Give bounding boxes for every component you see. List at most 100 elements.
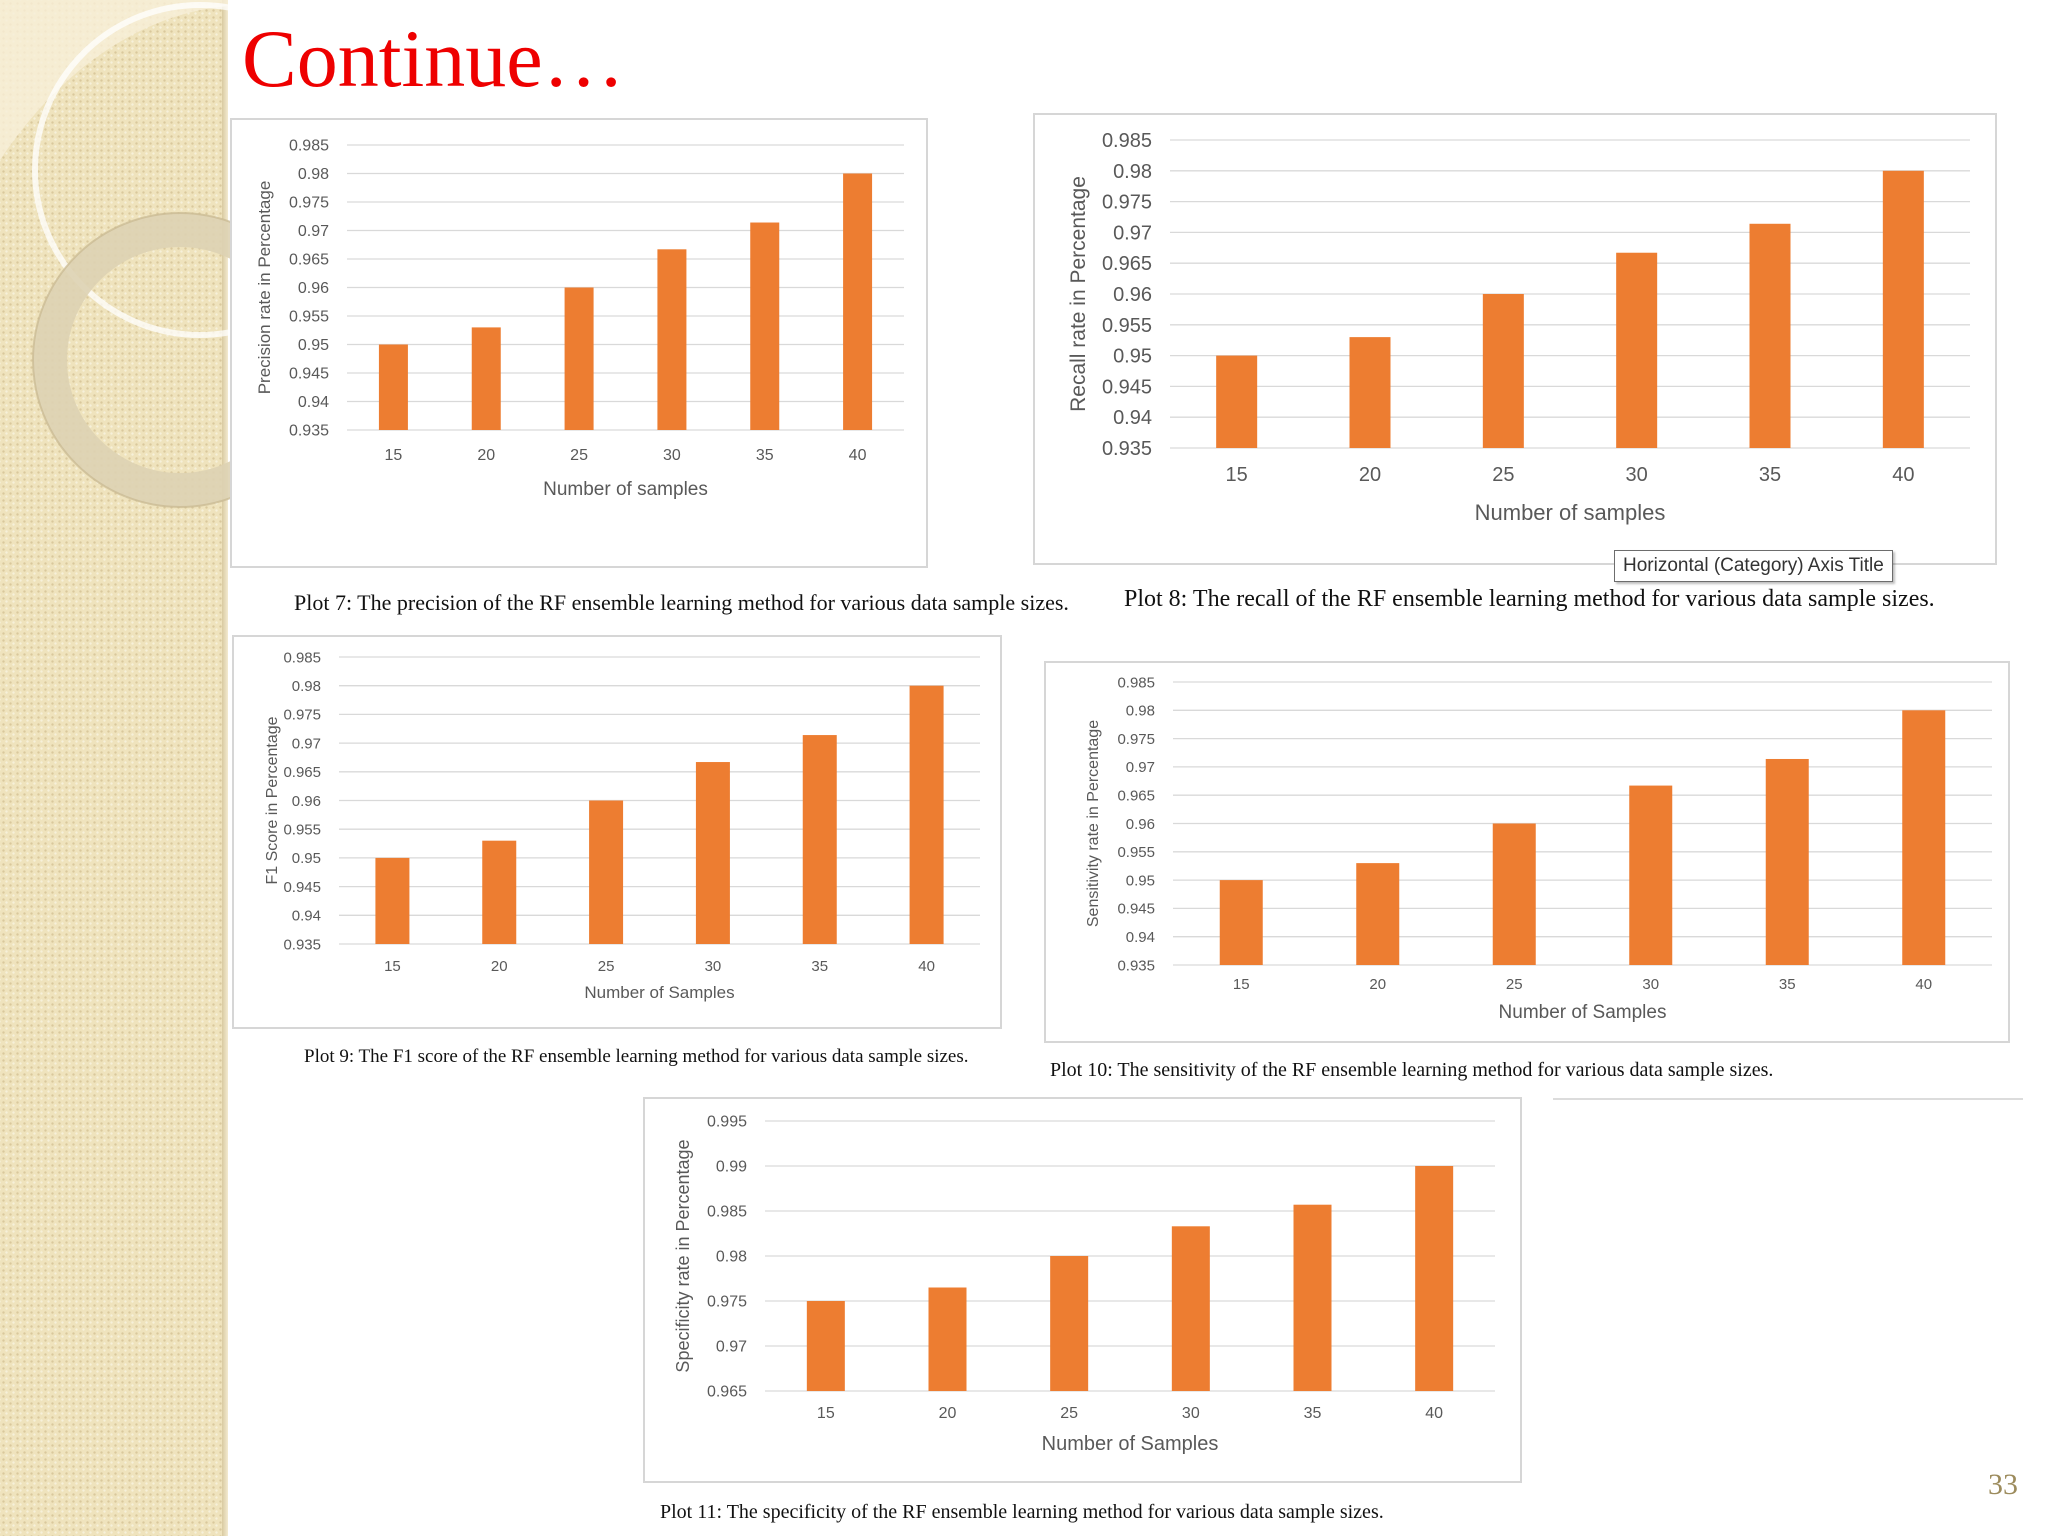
plot8-y-tick-label: 0.945 xyxy=(1102,376,1152,398)
plot10-y-tick-label: 0.96 xyxy=(1126,816,1155,833)
plot10-x-tick-label: 35 xyxy=(1779,976,1796,993)
plot10-bar-15 xyxy=(1219,880,1263,965)
plot11-x-tick-label: 25 xyxy=(1060,1405,1078,1422)
plot8-x-tick-label: 15 xyxy=(1226,464,1248,486)
plot10-y-tick-label: 0.955 xyxy=(1117,844,1155,861)
plot10-bar-35 xyxy=(1765,758,1809,965)
decorative-rings xyxy=(0,0,300,508)
plot11-x-tick-label: 30 xyxy=(1182,1405,1200,1422)
plot7-bar-40 xyxy=(843,173,873,430)
plot7-x-axis-title: Number of samples xyxy=(543,479,708,500)
plot8-y-tick-label: 0.95 xyxy=(1113,346,1152,368)
caption-plot9: Plot 9: The F1 score of the RF ensemble … xyxy=(304,1046,969,1067)
plot9-y-axis-title: F1 Score in Percentage xyxy=(264,716,281,884)
chart-plot10-frame: 0.935 0.94 0.945 0.95 0.955 0.96 0.965 0.97 0.97… xyxy=(1044,661,2010,1043)
caption-plot11: Plot 11: The specificity of the RF ensem… xyxy=(660,1501,1384,1523)
plot11-y-tick-label: 0.975 xyxy=(707,1294,747,1311)
plot8-x-axis-title: Number of samples xyxy=(1475,500,1666,525)
plot7-y-axis-title: Precision rate in Percentage xyxy=(255,181,274,395)
plot8-y-tick-label: 0.935 xyxy=(1102,438,1152,460)
plot11-bar-35 xyxy=(1293,1204,1332,1391)
plot11-y-tick-label: 0.97 xyxy=(716,1339,747,1356)
plot11-y-tick-label: 0.985 xyxy=(707,1204,747,1221)
plot8-y-tick-label: 0.955 xyxy=(1102,315,1152,337)
chart-plot7-frame: 0.935 0.94 0.945 0.95 0.955 0.96 0.965 0.97 0.97… xyxy=(230,118,928,568)
plot8-bar-35 xyxy=(1749,223,1791,448)
plot8-y-axis-title: Recall rate in Percentage xyxy=(1067,176,1090,412)
chart-plot8: 0.935 0.94 0.945 0.95 0.955 0.96 0.965 0.97 0.97… xyxy=(1067,130,1970,525)
plot9-y-tick-label: 0.94 xyxy=(292,908,321,925)
plot8-y-tick-label: 0.97 xyxy=(1113,222,1152,244)
plot11-x-tick-label: 40 xyxy=(1425,1405,1443,1422)
plot7-x-tick-label: 15 xyxy=(385,447,403,464)
plot9-bar-35 xyxy=(802,735,837,944)
plot10-x-tick-label: 25 xyxy=(1506,976,1523,993)
plot11-bar-40 xyxy=(1415,1166,1454,1391)
chart-plot9: 0.935 0.94 0.945 0.95 0.955 0.96 0.965 0.97 0.97… xyxy=(264,649,980,1002)
plot7-bar-25 xyxy=(564,287,594,430)
plot9-y-tick-label: 0.95 xyxy=(292,850,321,867)
plot9-y-tick-label: 0.965 xyxy=(283,764,321,781)
plot10-y-tick-label: 0.94 xyxy=(1126,929,1155,946)
plot7-bar-30 xyxy=(657,249,687,430)
plot7-x-tick-label: 30 xyxy=(663,447,681,464)
plot7-bar-35 xyxy=(750,222,780,430)
plot7-y-tick-label: 0.965 xyxy=(289,252,329,269)
plot10-y-tick-label: 0.97 xyxy=(1126,759,1155,776)
plot10-y-tick-label: 0.975 xyxy=(1117,731,1155,748)
plot8-bar-25 xyxy=(1482,294,1524,448)
plot8-bar-15 xyxy=(1216,355,1258,448)
plot7-y-tick-label: 0.96 xyxy=(298,280,329,297)
plot10-bar-40 xyxy=(1902,710,1946,965)
plot8-x-tick-label: 20 xyxy=(1359,464,1381,486)
plot11-bar-30 xyxy=(1171,1226,1210,1391)
plot7-y-tick-label: 0.97 xyxy=(298,223,329,240)
plot10-x-tick-label: 30 xyxy=(1642,976,1659,993)
plot11-y-tick-label: 0.98 xyxy=(716,1249,747,1266)
plot8-y-tick-label: 0.985 xyxy=(1102,130,1152,152)
plot7-y-tick-label: 0.955 xyxy=(289,309,329,326)
plot11-bar-15 xyxy=(806,1301,845,1391)
plot10-bar-20 xyxy=(1356,863,1400,965)
chart-plot11: 0.965 0.97 0.975 0.98 0.985 0.99 0.995 15 20 25 30… xyxy=(673,1114,1495,1455)
plot7-y-tick-label: 0.985 xyxy=(289,138,329,155)
plot9-y-tick-label: 0.975 xyxy=(283,707,321,724)
plot7-y-tick-label: 0.935 xyxy=(289,423,329,440)
plot10-x-axis-title: Number of Samples xyxy=(1499,1002,1667,1023)
plot8-bar-20 xyxy=(1349,337,1391,448)
plot8-x-tick-label: 35 xyxy=(1759,464,1781,486)
plot8-bar-30 xyxy=(1616,252,1658,448)
plot7-y-tick-label: 0.94 xyxy=(298,394,329,411)
plot8-y-tick-label: 0.96 xyxy=(1113,284,1152,306)
plot9-y-tick-label: 0.98 xyxy=(292,678,321,695)
plot10-y-tick-label: 0.935 xyxy=(1117,957,1155,974)
plot10-bar-30 xyxy=(1629,785,1673,965)
plot9-y-tick-label: 0.985 xyxy=(283,649,321,666)
plot9-y-tick-label: 0.955 xyxy=(283,821,321,838)
plot8-y-tick-label: 0.94 xyxy=(1113,407,1152,429)
plot11-x-tick-label: 20 xyxy=(939,1405,957,1422)
plot8-x-tick-label: 30 xyxy=(1626,464,1648,486)
decorative-ring-medium-outline xyxy=(32,212,300,508)
plot9-x-tick-label: 40 xyxy=(918,958,935,975)
plot11-x-tick-label: 35 xyxy=(1304,1405,1322,1422)
caption-plot10: Plot 10: The sensitivity of the RF ensem… xyxy=(1050,1059,1774,1081)
plot7-x-tick-label: 25 xyxy=(570,447,588,464)
divider-line xyxy=(1553,1098,2023,1100)
plot7-x-tick-label: 20 xyxy=(477,447,495,464)
plot8-y-tick-label: 0.975 xyxy=(1102,192,1152,214)
plot10-y-tick-label: 0.95 xyxy=(1126,872,1155,889)
plot9-bar-30 xyxy=(695,762,730,944)
plot8-x-tick-label: 40 xyxy=(1892,464,1914,486)
plot7-x-tick-label: 40 xyxy=(849,447,867,464)
plot9-y-tick-label: 0.96 xyxy=(292,793,321,810)
plot11-x-tick-label: 15 xyxy=(817,1405,835,1422)
chart-plot10: 0.935 0.94 0.945 0.95 0.955 0.96 0.965 0.97 0.97… xyxy=(1085,674,1992,1023)
sidebar-edge xyxy=(222,0,228,1536)
plot10-x-tick-label: 40 xyxy=(1915,976,1932,993)
caption-plot8: Plot 8: The recall of the RF ensemble le… xyxy=(1124,586,1935,612)
plot9-x-tick-label: 25 xyxy=(598,958,615,975)
chart-plot11-frame: 0.965 0.97 0.975 0.98 0.985 0.99 0.995 15 20 25 30… xyxy=(643,1097,1522,1483)
plot9-y-tick-label: 0.97 xyxy=(292,735,321,752)
chart-plot7: 0.935 0.94 0.945 0.95 0.955 0.96 0.965 0.97 0.97… xyxy=(255,138,904,500)
